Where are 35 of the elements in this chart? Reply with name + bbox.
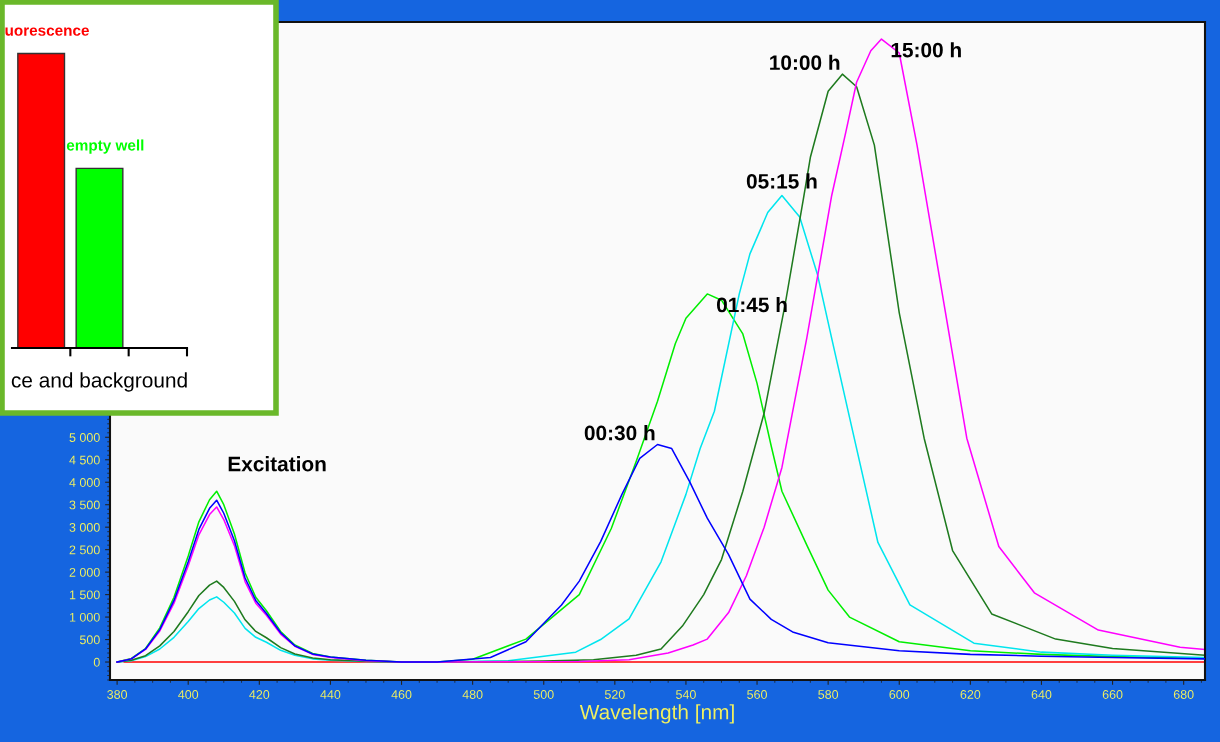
text: uorescence [5,27,89,36]
y-tick-label: 1 000 [69,612,100,622]
y-tick-label: 2 000 [69,567,100,577]
y-tick-label: 2 500 [69,545,100,555]
x-axis-title: ce and background [11,372,187,392]
annotation: Excitation [228,456,326,472]
x-tick-label: 440 [320,690,341,699]
x-tick-label: 540 [676,690,696,699]
y-tick-label: 4 500 [69,455,100,465]
x-tick-label: 520 [604,690,625,699]
x-tick-label: 480 [462,690,483,699]
x-tick-label: 640 [1031,690,1052,699]
x-axis-title: Wavelength [nm] [579,704,734,724]
y-tick-label: 0 [93,657,100,667]
x-tick-label: 500 [533,690,554,699]
x-tick-label: 400 [178,690,199,699]
x-tick-label: 420 [249,690,270,699]
x-tick-label: 680 [1173,690,1194,699]
y-tick-label: 1 500 [69,590,100,600]
y-tick-label: 5 000 [69,433,100,442]
y-tick-label: 3 500 [69,500,100,510]
x-tick-label: 560 [747,690,767,699]
series-label: 10:00 h [770,54,840,71]
y-tick-label: 4 000 [69,478,100,487]
series-label: 05:15 h [746,173,817,189]
x-tick-label: 620 [960,690,981,699]
y-tick-label: 500 [79,635,100,645]
x-tick-label: 460 [391,690,412,699]
annotation: empty well [66,139,144,154]
x-tick-label: 600 [889,690,910,699]
line-series [116,443,1205,663]
x-tick-label: 580 [818,690,839,699]
y-tick-label: 3 000 [69,522,100,532]
x-tick-label: 380 [107,690,128,699]
x-tick-label: 660 [1102,690,1123,699]
